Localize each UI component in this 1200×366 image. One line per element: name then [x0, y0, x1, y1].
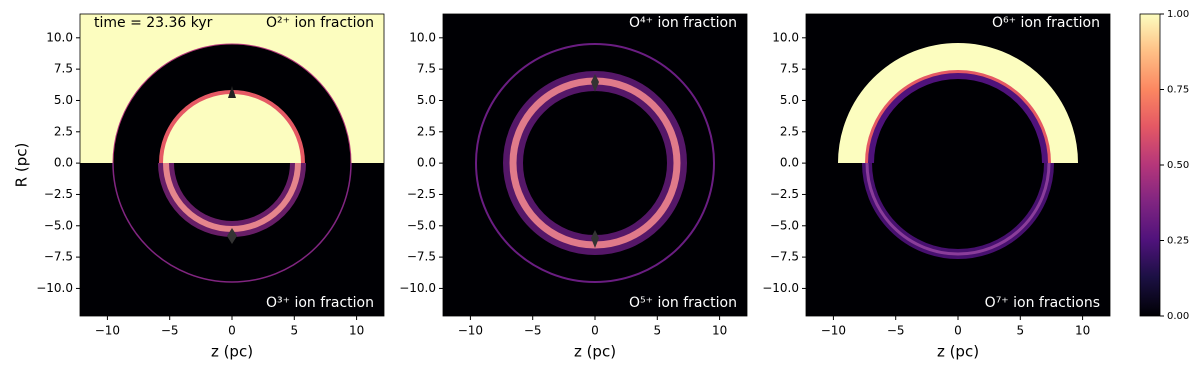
- annotation: O⁶⁺ ion fraction: [992, 15, 1100, 31]
- x-tick-label: 0: [228, 324, 236, 338]
- y-tick-label: −5.0: [770, 218, 799, 232]
- y-tick-label: −7.5: [407, 250, 436, 264]
- colorbar-tick-label: 0.75: [1167, 85, 1189, 96]
- y-tick-label: 10.0: [409, 30, 436, 44]
- y-tick-label: 5.0: [54, 93, 73, 107]
- x-tick-label: 10: [1075, 324, 1090, 338]
- colorbar-tick-label: 0.25: [1167, 236, 1189, 247]
- annotation: O⁴⁺ ion fraction: [629, 15, 737, 31]
- y-tick-label: 0.0: [780, 156, 799, 170]
- y-tick-label: −5.0: [44, 218, 73, 232]
- x-axis-label: z (pc): [937, 343, 979, 361]
- x-axis-label: z (pc): [211, 343, 253, 361]
- y-tick-label: 10.0: [46, 30, 73, 44]
- annotation: time = 23.36 kyr: [94, 15, 213, 31]
- x-tick-label: −10: [95, 324, 120, 338]
- y-tick-label: −10.0: [36, 281, 73, 295]
- y-tick-label: −7.5: [44, 250, 73, 264]
- x-tick-label: −5: [524, 324, 542, 338]
- y-tick-label: 0.0: [417, 156, 436, 170]
- y-tick-label: −2.5: [44, 187, 73, 201]
- x-tick-label: −5: [161, 324, 179, 338]
- x-axis-label: z (pc): [574, 343, 616, 361]
- y-tick-label: 2.5: [417, 124, 436, 138]
- annotation: O⁵⁺ ion fraction: [629, 295, 737, 311]
- x-tick-label: 10: [712, 324, 727, 338]
- y-axis-label: R (pc): [13, 143, 31, 188]
- x-tick-label: 0: [591, 324, 599, 338]
- annotation: O³⁺ ion fraction: [266, 295, 374, 311]
- image-panel: [806, 14, 1110, 316]
- x-tick-label: 5: [290, 324, 298, 338]
- y-tick-label: 7.5: [54, 62, 73, 76]
- x-tick-label: −10: [821, 324, 846, 338]
- image-panel: [80, 14, 384, 316]
- y-tick-label: −7.5: [770, 250, 799, 264]
- x-tick-label: −5: [887, 324, 905, 338]
- y-tick-label: 7.5: [417, 62, 436, 76]
- y-tick-label: −2.5: [407, 187, 436, 201]
- y-tick-label: 0.0: [54, 156, 73, 170]
- x-tick-label: 5: [653, 324, 661, 338]
- x-tick-label: 10: [349, 324, 364, 338]
- image-panel: [443, 14, 747, 316]
- colorbar-tick-label: 0.00: [1167, 311, 1189, 322]
- y-tick-label: 2.5: [54, 124, 73, 138]
- y-tick-label: 2.5: [780, 124, 799, 138]
- x-tick-label: 0: [954, 324, 962, 338]
- x-tick-label: 5: [1016, 324, 1024, 338]
- y-tick-label: 5.0: [780, 93, 799, 107]
- y-tick-label: −5.0: [407, 218, 436, 232]
- y-tick-label: 7.5: [780, 62, 799, 76]
- y-tick-label: −10.0: [399, 281, 436, 295]
- y-tick-label: 10.0: [772, 30, 799, 44]
- colorbar: [1139, 13, 1161, 317]
- y-tick-label: 5.0: [417, 93, 436, 107]
- y-tick-label: −10.0: [762, 281, 799, 295]
- colorbar-tick-label: 0.50: [1167, 160, 1189, 171]
- x-tick-label: −10: [458, 324, 483, 338]
- annotation: O²⁺ ion fraction: [266, 15, 374, 31]
- colorbar-tick-label: 1.00: [1167, 9, 1189, 20]
- annotation: O⁷⁺ ion fractions: [985, 295, 1100, 311]
- y-tick-label: −2.5: [770, 187, 799, 201]
